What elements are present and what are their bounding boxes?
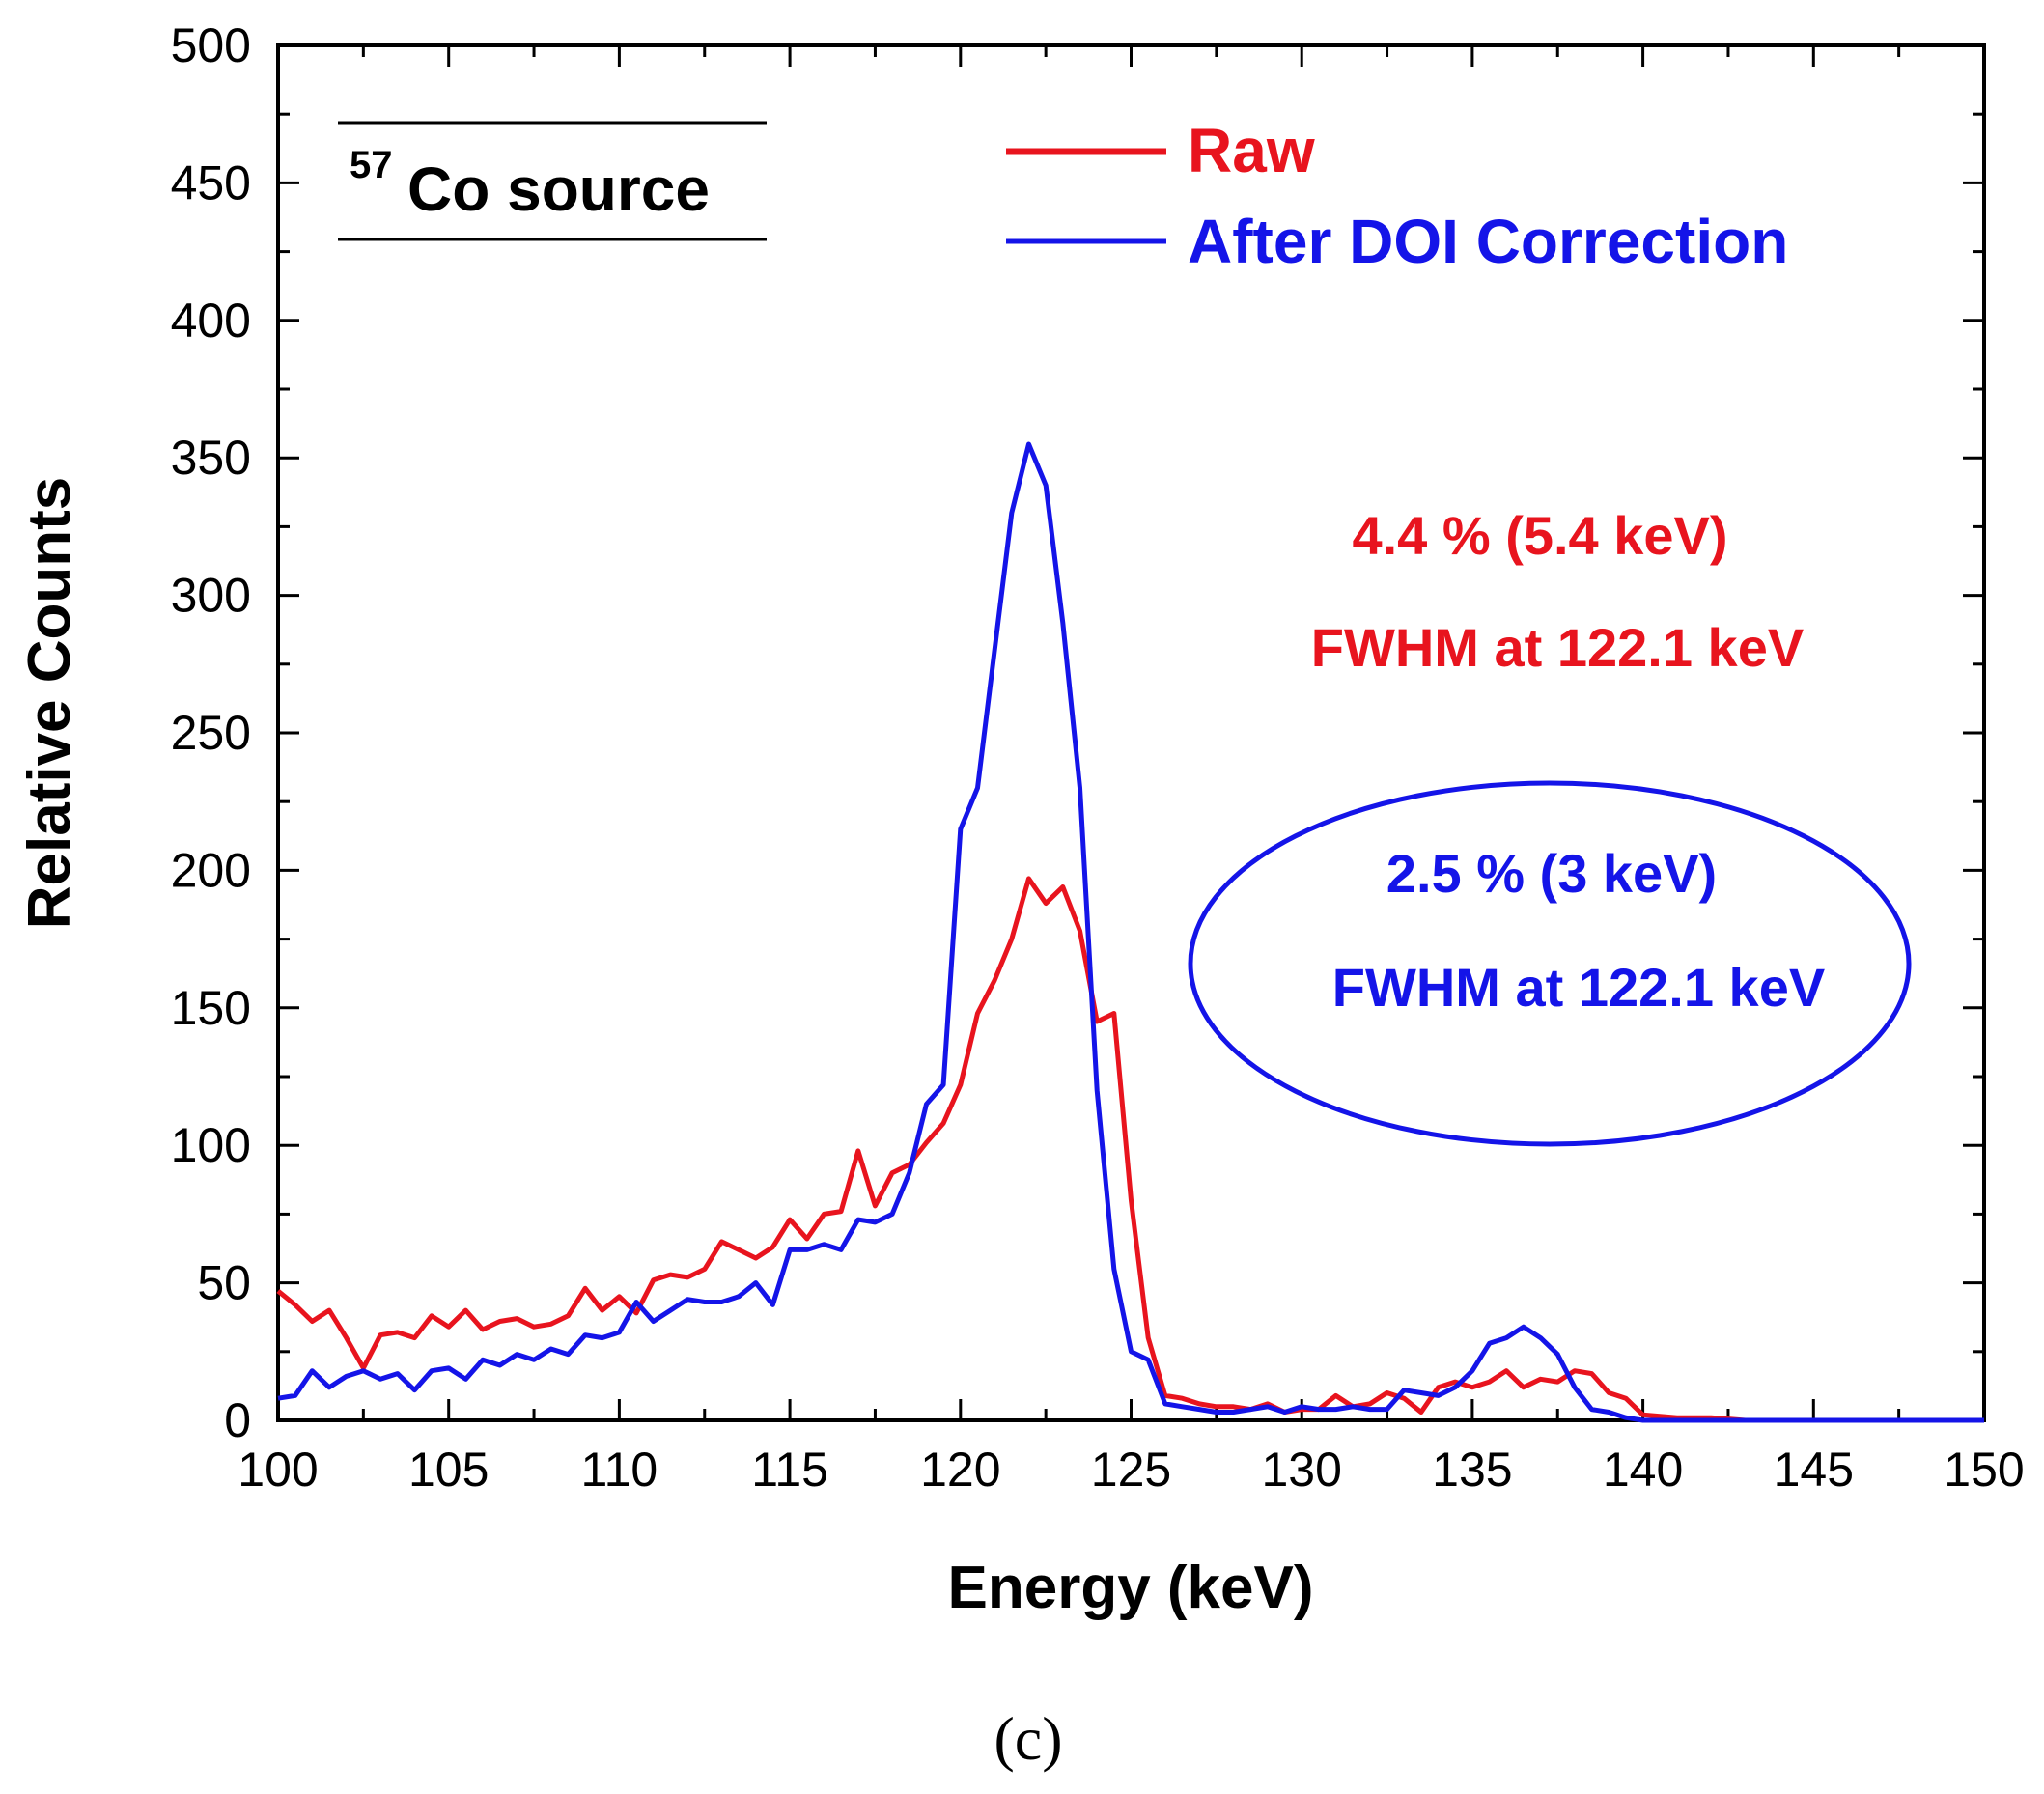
x-tick-label: 150 — [1944, 1443, 2024, 1497]
y-tick-labels: 0 50 100 150 200 250 300 350 400 450 500 — [171, 18, 251, 1447]
x-tick-label: 125 — [1091, 1443, 1171, 1497]
legend-label-raw: Raw — [1188, 116, 1315, 185]
y-tick-label: 450 — [171, 155, 251, 210]
y-tick-label: 500 — [171, 18, 251, 72]
y-tick-label: 350 — [171, 431, 251, 485]
x-tick-label: 105 — [408, 1443, 489, 1497]
x-axis-label: Energy (keV) — [947, 1555, 1313, 1621]
legend-label-doi: After DOI Correction — [1188, 207, 1788, 276]
x-tick-label: 140 — [1603, 1443, 1683, 1497]
y-tick-label: 200 — [171, 843, 251, 897]
series-line-raw — [276, 876, 1984, 1423]
y-tick-label: 400 — [171, 294, 251, 348]
raw-fwhm-energy: FWHM at 122.1 keV — [1311, 617, 1804, 678]
x-tick-label: 120 — [920, 1443, 1000, 1497]
y-tick-label: 300 — [171, 569, 251, 623]
x-tick-label: 130 — [1261, 1443, 1341, 1497]
doi-fwhm-percent: 2.5 % (3 keV) — [1386, 843, 1717, 904]
doi-annotation-ellipse — [1188, 780, 1912, 1147]
doi-fwhm-energy: FWHM at 122.1 keV — [1332, 957, 1825, 1018]
y-tick-label: 50 — [197, 1256, 251, 1310]
y-tick-label: 250 — [171, 706, 251, 760]
y-tick-label: 100 — [171, 1118, 251, 1172]
panel-label: (c) — [994, 1704, 1062, 1773]
series-line-after-doi-correction — [277, 441, 1984, 1423]
x-tick-label: 135 — [1432, 1443, 1512, 1497]
x-tick-label: 110 — [581, 1443, 658, 1497]
y-tick-label: 150 — [171, 981, 251, 1035]
raw-fwhm-percent: 4.4 % (5.4 keV) — [1352, 505, 1727, 566]
x-tick-labels: 100 105 110 115 120 125 130 135 140 145 150 — [238, 1443, 2024, 1497]
axis-ticks — [276, 43, 1986, 1422]
source-label: Co source — [407, 154, 710, 224]
x-tick-label: 115 — [751, 1443, 828, 1497]
x-tick-label: 145 — [1774, 1443, 1854, 1497]
y-tick-label: 0 — [224, 1393, 251, 1447]
series-layer — [276, 441, 1984, 1423]
source-label-superscript: 57 — [350, 144, 393, 186]
y-axis-label: Relative Counts — [16, 477, 83, 930]
x-tick-label: 100 — [238, 1443, 318, 1497]
